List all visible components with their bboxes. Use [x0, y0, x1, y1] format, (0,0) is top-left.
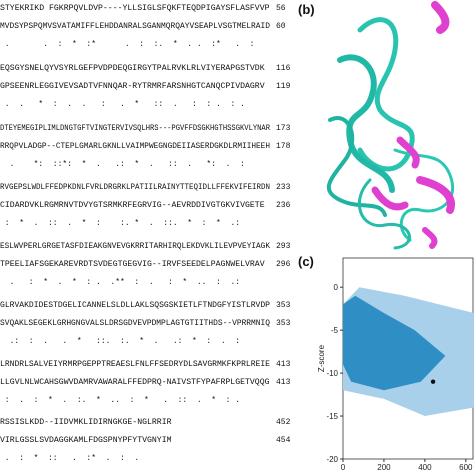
- protein-structure: [326, 1, 455, 250]
- sequence: DTEYEMEGIPLIMLDNGTGFTVINGTERVIVSQLHRS---…: [0, 124, 270, 133]
- residue-number: 119: [276, 82, 291, 91]
- residue-number: 296: [276, 260, 291, 269]
- residue-number: 116: [276, 64, 291, 73]
- density-cloud: [343, 295, 446, 391]
- sequence: MVDSYPSPQMVSVATAMIFFLEHDDANRALSGANMQRQAY…: [0, 22, 270, 31]
- residue-number: 353: [276, 301, 291, 310]
- sequence: RRQPVLADGP--CTEPLGMARLGKNLLVAIMPWEGNGDEI…: [0, 142, 270, 151]
- sequence: SVQAKLSEGEKLGRHGNGVALSLDRSGDVEVPDMPLAGTG…: [0, 319, 270, 328]
- x-tick-label: 0: [341, 463, 346, 472]
- sequence: ESLWVPERLGRGETASFDIEAKGNVEVGKRRITARHIRQL…: [0, 242, 270, 251]
- residue-number: 452: [276, 418, 291, 427]
- residue-number: 413: [276, 360, 291, 369]
- residue-number: 454: [276, 436, 291, 445]
- consensus: . : * . * : . .** : . : * .. : .:: [0, 278, 245, 287]
- sequence: LRNDRLSALVEIYRMRPGEPPTREAESLFNLFFSEDRYDL…: [0, 360, 270, 369]
- consensus: . *: ::*: * . .: * . :: . *: . :: [0, 160, 245, 169]
- x-tick-label: 400: [418, 463, 432, 472]
- y-tick-label: -10: [326, 369, 338, 378]
- x-tick-label: 600: [459, 463, 473, 472]
- consensus: . . * : . . : . * :: . : : . : .: [0, 100, 254, 109]
- sequence: RVGEPSLWDLFFEDPKDNLFVRLDRGRKLPATIILRAINY…: [0, 183, 270, 192]
- y-axis-label: Z-score: [317, 344, 326, 372]
- consensus: : . : * . :. * .. : * . :: . * : .: [0, 396, 240, 405]
- residue-number: 178: [276, 142, 291, 151]
- sequence: GLRVAKDIDESTDGELICANNELSLDLLAKLSQSGSKIET…: [0, 301, 270, 310]
- consensus: .: : . . * ::. :. * . .: * : . :: [0, 337, 245, 346]
- sequence: EQSGYSNELQYVSYRLGEFPVDPDEQGIRGYTPALRVKLR…: [0, 64, 265, 73]
- sequence: LLGVLNLWCAHSGWVDAMRVAWARALFFEDPRQ-NAIVST…: [0, 378, 270, 387]
- consensus: : * . :: . * : :. * . ::. * : * .:: [0, 219, 240, 228]
- residue-number: 353: [276, 319, 291, 328]
- y-tick-label: -5: [331, 326, 339, 335]
- consensus: . . : * :* . : :. * . . :* . :: [0, 40, 254, 49]
- residue-number: 236: [276, 201, 291, 210]
- panel-label: (c): [298, 254, 314, 269]
- y-tick-label: -20: [326, 455, 338, 464]
- residue-number: 413: [276, 378, 291, 387]
- residue-number: 56: [276, 4, 286, 13]
- y-tick-label: -15: [326, 412, 338, 421]
- point: [430, 379, 436, 384]
- residue-number: 293: [276, 242, 291, 251]
- sequence: GPSEENRLEGGIVEVSADTVFNNQAR-RYTRMRFARSNHG…: [0, 82, 265, 91]
- y-tick-label: 0: [334, 283, 339, 292]
- x-tick-label: 200: [377, 463, 391, 472]
- sequence: STYEKRIKD FGKRPQVLDVP----YLLSIGLSFQKFTEQ…: [0, 4, 270, 13]
- residue-number: 233: [276, 183, 291, 192]
- sequence: RSSISLKDD--IIDVMKLIDIRNGKGE-NGLRRIR: [0, 418, 172, 427]
- residue-number: 60: [276, 22, 286, 31]
- sequence: TPEELIAFSGEKAREVRDTSVDEGTGEGVIG--IRVFSEE…: [0, 260, 265, 269]
- consensus: . : * :: . :* . : .: [0, 454, 149, 463]
- panel-label: (b): [298, 2, 315, 17]
- sequence: VIRLGSSLSVDAGGKAMLFDGSPNYPFYTVGNYIM: [0, 436, 172, 445]
- residue-number: 173: [276, 124, 291, 133]
- sequence: CIDARDVKLRGMRNVTDVYGTSRMKRFEGRVIG--AEVRD…: [0, 201, 265, 210]
